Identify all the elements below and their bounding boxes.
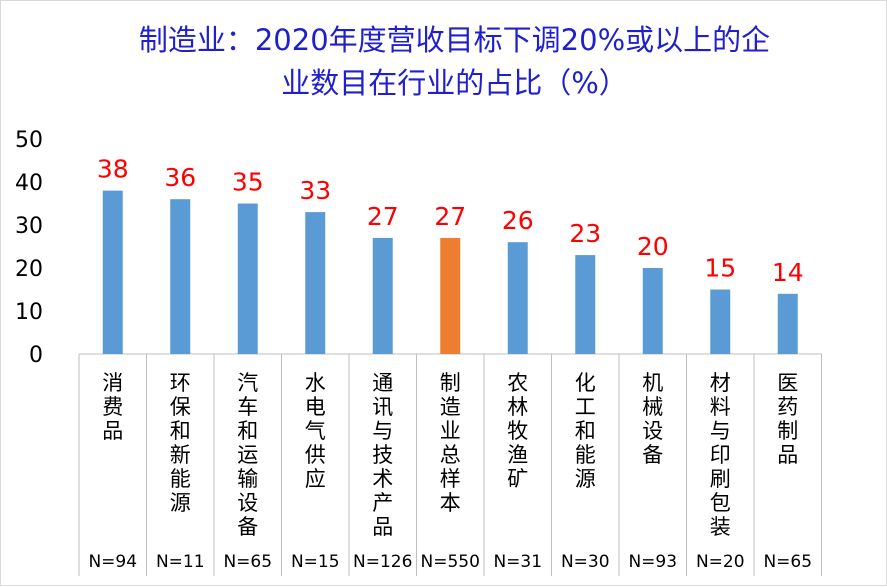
sample-size-label: N=550 — [421, 552, 480, 572]
sample-size-label: N=15 — [291, 552, 340, 572]
data-label: 14 — [772, 258, 804, 287]
sample-size-label: N=94 — [88, 552, 137, 572]
category-label: 水电气供应 — [305, 371, 326, 491]
bar — [440, 237, 461, 354]
sample-size-label: N=126 — [353, 552, 412, 572]
bar — [237, 203, 258, 354]
data-label: 20 — [637, 232, 669, 261]
bar — [170, 199, 191, 354]
y-tick-label: 0 — [29, 343, 43, 368]
bar — [507, 242, 528, 354]
category-label: 农林牧渔矿 — [507, 371, 528, 491]
category-label: 消费品 — [102, 371, 123, 443]
chart-title: 制造业：2020年度营收目标下调20%或以上的企 业数目在行业的占比（%） — [1, 19, 887, 105]
y-tick-label: 10 — [15, 300, 43, 325]
y-tick-label: 30 — [15, 214, 43, 239]
sample-size-label: N=65 — [223, 552, 272, 572]
category-label: 机械设备 — [642, 371, 663, 467]
category-label: 材料与印刷包装 — [710, 371, 731, 539]
sample-size-label: N=31 — [493, 552, 542, 572]
bar — [372, 237, 393, 354]
bar — [710, 289, 731, 354]
sample-size-label: N=30 — [561, 552, 610, 572]
data-label: 27 — [434, 202, 466, 231]
sample-size-label: N=20 — [696, 552, 745, 572]
category-label: 化工和能源 — [575, 371, 596, 491]
data-label: 23 — [569, 219, 601, 248]
data-label: 35 — [232, 168, 264, 197]
sample-size-label: N=11 — [156, 552, 205, 572]
sample-size-label: N=93 — [628, 552, 677, 572]
bar — [305, 212, 326, 354]
data-label: 26 — [502, 206, 534, 235]
bar — [642, 268, 663, 354]
y-tick-label: 50 — [15, 128, 43, 153]
chart-title-line-2: 业数目在行业的占比（%） — [281, 66, 628, 100]
data-label: 38 — [97, 155, 129, 184]
data-label: 27 — [367, 202, 399, 231]
data-label: 15 — [704, 254, 736, 283]
y-tick-label: 40 — [15, 171, 43, 196]
bar — [575, 255, 596, 354]
category-label: 通讯与技术产品 — [372, 371, 393, 539]
bar — [102, 190, 123, 354]
category-label: 医药制品 — [777, 371, 798, 467]
category-label: 环保和新能源 — [170, 371, 191, 515]
data-label: 33 — [299, 176, 331, 205]
chart-title-line-1: 制造业：2020年度营收目标下调20%或以上的企 — [138, 23, 771, 57]
y-tick-label: 20 — [15, 257, 43, 282]
category-label: 汽车和运输设备 — [237, 371, 258, 539]
bar — [777, 293, 798, 354]
sample-size-label: N=65 — [763, 552, 812, 572]
category-label: 制造业总样本 — [440, 371, 461, 515]
data-label: 36 — [164, 163, 196, 192]
